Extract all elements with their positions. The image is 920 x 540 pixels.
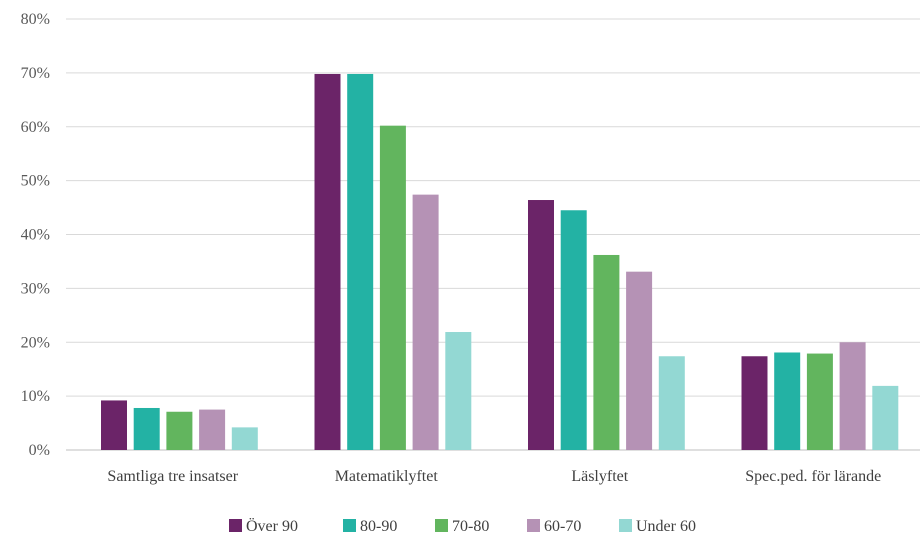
bar-70-80-3	[806, 353, 833, 450]
bar--ver-90-3	[741, 356, 768, 450]
legend-swatch	[343, 519, 356, 532]
y-tick-label: 30%	[21, 280, 50, 297]
bar-under-60-0	[231, 427, 258, 450]
legend-swatch	[619, 519, 632, 532]
bar-70-80-1	[379, 125, 406, 451]
legend-label: 60-70	[544, 518, 581, 535]
bar-under-60-1	[445, 332, 472, 450]
x-axis-category-labels: Samtliga tre insatser Matematiklyftet Läsl…	[107, 468, 881, 485]
y-tick-label: 50%	[21, 173, 50, 190]
legend-label: 70-80	[452, 518, 489, 535]
bar-60-70-2	[626, 271, 653, 450]
y-tick-label: 60%	[21, 119, 50, 136]
bar--ver-90-0	[101, 400, 127, 450]
bars	[101, 73, 899, 451]
bar-80-90-0	[133, 407, 160, 450]
bar-under-60-2	[658, 356, 685, 450]
gridlines	[66, 18, 920, 451]
bar-70-80-0	[166, 411, 193, 450]
bar-80-90-2	[560, 210, 587, 450]
y-tick-label: 0%	[29, 442, 50, 459]
bar-60-70-0	[199, 409, 226, 450]
y-tick-label: 80%	[21, 11, 50, 28]
y-tick-label: 70%	[21, 65, 50, 82]
y-axis-tick-labels: 0% 10% 20% 30% 40% 50% 60% 70% 80%	[21, 11, 50, 459]
bar--ver-90-2	[528, 200, 554, 450]
category-label: Samtliga tre insatser	[107, 468, 238, 485]
bar-under-60-3	[872, 385, 899, 450]
bar-80-90-3	[774, 352, 801, 450]
bar--ver-90-1	[314, 73, 341, 450]
legend-swatch	[435, 519, 448, 532]
legend-label: 80-90	[360, 518, 397, 535]
bar-60-70-3	[839, 342, 866, 450]
category-label: Spec.ped. för lärande	[745, 468, 881, 485]
bar-60-70-1	[412, 194, 439, 450]
y-tick-label: 20%	[21, 334, 50, 351]
y-tick-label: 40%	[21, 227, 50, 244]
legend-label: Under 60	[636, 518, 696, 535]
bar-70-80-2	[593, 254, 620, 450]
legend-swatch	[229, 519, 242, 532]
legend-swatch	[527, 519, 540, 532]
category-label: Läslyftet	[571, 468, 628, 485]
legend: Över 90 80-90 70-80 60-70 Under 60	[229, 517, 696, 535]
y-tick-label: 10%	[21, 388, 50, 405]
bar-80-90-1	[347, 73, 374, 450]
category-label: Matematiklyftet	[335, 468, 439, 485]
legend-label: Över 90	[246, 517, 298, 535]
